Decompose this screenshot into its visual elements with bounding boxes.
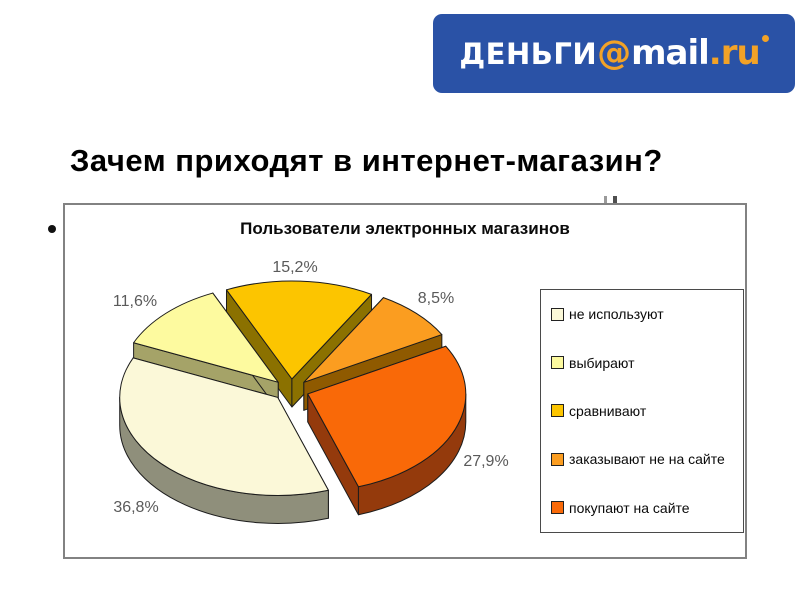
- legend-item: заказывают не на сайте: [551, 451, 743, 467]
- pie-percent-label: 11,6%: [112, 293, 158, 310]
- logo-mail-text: mail: [631, 33, 710, 73]
- legend-item: сравнивают: [551, 403, 743, 419]
- slide-title: Зачем приходят в интернет-магазин?: [70, 143, 663, 178]
- pie-3d-svg: [119, 280, 467, 524]
- legend-item: выбирают: [551, 355, 743, 371]
- legend-swatch: [551, 356, 564, 370]
- logo-domain-text: .ru: [708, 33, 761, 73]
- legend-label: заказывают не на сайте: [569, 451, 725, 468]
- pie-percent-label: 15,2%: [272, 259, 318, 276]
- artifact-tick-1: [604, 196, 607, 204]
- pie-percent-label: 36,8%: [113, 499, 159, 516]
- legend-label: покупают на сайте: [569, 499, 690, 516]
- pie-percent-label: 8,5%: [417, 290, 455, 307]
- bullet-point: [48, 225, 56, 233]
- legend-swatch: [551, 452, 564, 466]
- legend-label: сравнивают: [569, 402, 647, 419]
- chart-frame: Пользователи электронных магазинов 15,2%…: [63, 203, 747, 559]
- logo-trademark-dot: [761, 35, 769, 42]
- legend-item: покупают на сайте: [551, 500, 743, 516]
- money-mail-ru-logo: ДЕНЬГИ@mail.ru: [433, 14, 795, 93]
- chart-title: Пользователи электронных магазинов: [240, 219, 570, 238]
- legend-item: не используют: [551, 306, 743, 322]
- legend-label: не используют: [569, 306, 664, 323]
- pie-percent-label: 27,9%: [463, 453, 509, 470]
- legend-swatch: [551, 404, 564, 418]
- chart-legend: не используют выбирают сравнивают заказы…: [540, 289, 744, 533]
- legend-label: выбирают: [569, 354, 635, 371]
- legend-swatch: [551, 307, 564, 321]
- artifact-tick-2: [613, 196, 617, 204]
- logo-money-text: ДЕНЬГИ: [459, 37, 598, 71]
- legend-swatch: [551, 501, 564, 515]
- logo-at-icon: @: [597, 33, 632, 73]
